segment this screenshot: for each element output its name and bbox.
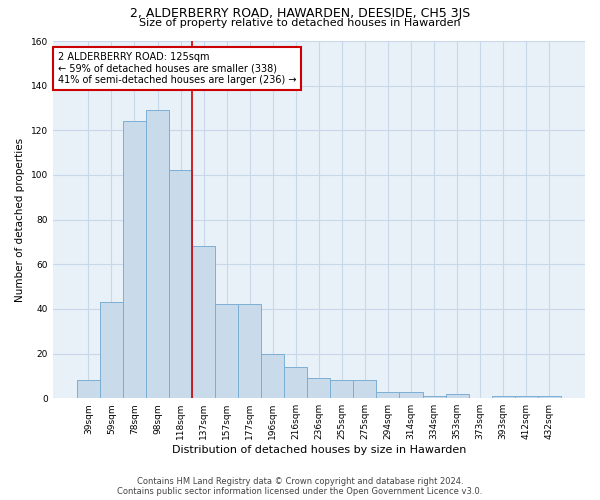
Bar	[100, 302, 123, 398]
Bar	[515, 396, 538, 398]
Bar	[238, 304, 261, 398]
Bar	[353, 380, 376, 398]
Bar	[331, 380, 353, 398]
Bar	[215, 304, 238, 398]
Bar	[400, 392, 422, 398]
Bar	[446, 394, 469, 398]
Text: Size of property relative to detached houses in Hawarden: Size of property relative to detached ho…	[139, 18, 461, 28]
X-axis label: Distribution of detached houses by size in Hawarden: Distribution of detached houses by size …	[172, 445, 466, 455]
Bar	[77, 380, 100, 398]
Text: Contains HM Land Registry data © Crown copyright and database right 2024.
Contai: Contains HM Land Registry data © Crown c…	[118, 476, 482, 496]
Bar	[307, 378, 331, 398]
Bar	[491, 396, 515, 398]
Bar	[192, 246, 215, 398]
Bar	[169, 170, 192, 398]
Text: 2, ALDERBERRY ROAD, HAWARDEN, DEESIDE, CH5 3JS: 2, ALDERBERRY ROAD, HAWARDEN, DEESIDE, C…	[130, 8, 470, 20]
Y-axis label: Number of detached properties: Number of detached properties	[15, 138, 25, 302]
Bar	[422, 396, 446, 398]
Bar	[538, 396, 561, 398]
Bar	[123, 122, 146, 398]
Bar	[284, 367, 307, 398]
Bar	[261, 354, 284, 398]
Bar	[376, 392, 400, 398]
Bar	[146, 110, 169, 398]
Text: 2 ALDERBERRY ROAD: 125sqm
← 59% of detached houses are smaller (338)
41% of semi: 2 ALDERBERRY ROAD: 125sqm ← 59% of detac…	[58, 52, 296, 85]
